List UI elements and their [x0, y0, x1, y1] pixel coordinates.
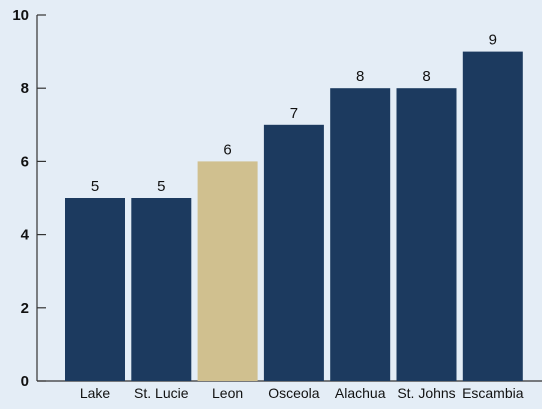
- data-label: 7: [290, 105, 298, 122]
- data-label: 9: [489, 32, 497, 49]
- data-label: 8: [422, 68, 430, 85]
- labels: 5 Lake 5 St. Lucie 6 Leon 7 Osceola 8 Alachua 8 St.…: [80, 32, 524, 401]
- bar-st-johns: [396, 88, 457, 381]
- bar-st-lucie: [131, 198, 192, 381]
- y-tick-label: 4: [21, 227, 30, 244]
- data-label: 5: [91, 178, 99, 195]
- x-tick-label: St. Johns: [397, 385, 455, 401]
- y-tick-label: 10: [12, 7, 29, 24]
- x-tick-label: Escambia: [462, 385, 524, 401]
- x-tick-label: Leon: [212, 385, 243, 401]
- bar-lake: [65, 198, 125, 381]
- y-tick-label: 6: [21, 153, 29, 170]
- data-label: 6: [223, 141, 231, 158]
- data-label: 5: [157, 178, 165, 195]
- y-tick-label: 2: [21, 300, 29, 317]
- bars: [65, 51, 523, 382]
- bar-escambia: [462, 51, 523, 381]
- bar-alachua: [330, 88, 391, 381]
- x-tick-label: Osceola: [268, 385, 320, 401]
- bar-leon: [197, 161, 258, 381]
- data-label: 8: [356, 68, 364, 85]
- x-tick-label: Alachua: [335, 385, 386, 401]
- bar-osceola: [263, 124, 324, 382]
- x-tick-label: St. Lucie: [134, 385, 189, 401]
- y-tick-label: 8: [21, 80, 29, 97]
- x-tick-label: Lake: [80, 385, 111, 401]
- y-tick-label: 0: [21, 373, 29, 390]
